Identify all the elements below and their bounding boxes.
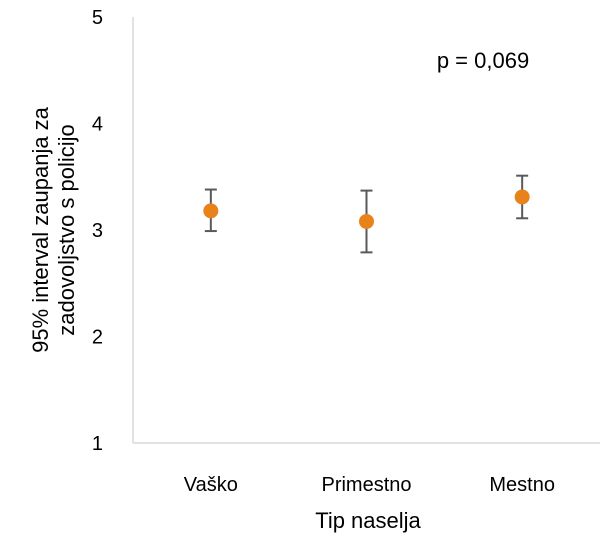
y-tick-labels: 1 2 3 4 5	[92, 7, 103, 455]
x-tick-label: Vaško	[184, 474, 238, 496]
data-point	[203, 203, 219, 219]
data-points	[203, 189, 530, 229]
x-axis-title: Tip naselja	[315, 508, 421, 533]
data-point	[359, 213, 374, 229]
y-axis-title: 95% interval zaupanja za zadovoljstvo s …	[28, 106, 79, 353]
y-tick-label: 1	[92, 433, 103, 455]
x-tick-label: Primestno	[321, 474, 411, 496]
data-point	[514, 189, 530, 205]
y-tick-label: 5	[92, 7, 103, 29]
p-value-annotation: p = 0,069	[437, 48, 529, 73]
y-axis-title-line-2: zadovoljstvo s policijo	[54, 124, 79, 336]
y-tick-label: 2	[92, 327, 103, 349]
x-tick-label: Mestno	[489, 474, 555, 496]
y-tick-label: 4	[92, 114, 103, 136]
axes	[132, 17, 600, 444]
x-tick-labels: Vaško Primestno Mestno	[184, 474, 555, 496]
y-axis-title-line-1: 95% interval zaupanja za	[28, 106, 53, 353]
y-tick-label: 3	[92, 220, 103, 242]
